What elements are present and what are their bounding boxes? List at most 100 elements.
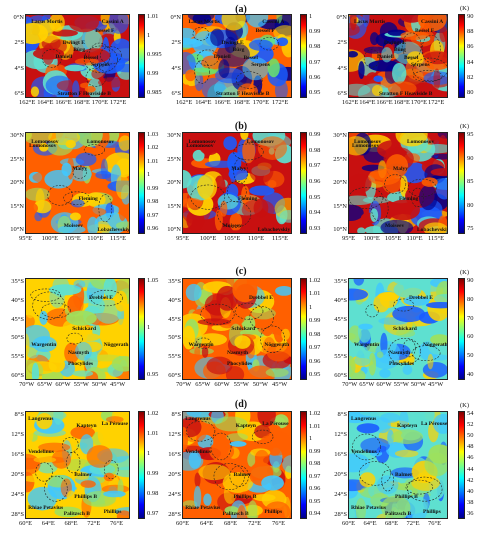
- heatmap-blob: [431, 153, 447, 160]
- colorbar-tick-label: 0.99: [147, 184, 159, 192]
- feature-label: Drebbel E: [409, 295, 433, 302]
- lat-tick-label: 4°S: [171, 64, 181, 72]
- feature-label: La Pérouse: [421, 420, 448, 427]
- heatmap-blob: [428, 444, 447, 464]
- heatmap-blob: [433, 68, 441, 90]
- heatmap-blob: [203, 493, 212, 506]
- heatmap-blob: [376, 351, 384, 359]
- heatmap-blob: [433, 293, 447, 304]
- colorbar-tick-label: 1: [147, 171, 151, 179]
- heatmap-blob: [349, 288, 369, 301]
- lon-tick-label: 95°E: [19, 235, 33, 242]
- heatmap-blob: [387, 81, 417, 96]
- region-outline: [194, 60, 210, 84]
- map-panel: Cassini A Lacus Mortis Daniell Bürg Bessel Se…: [25, 14, 130, 98]
- map-panel: Drebbel E Schickard Wargentin Nasmyth Nögger…: [348, 278, 448, 380]
- feature-label: Phocylides: [68, 360, 94, 367]
- feature-label: Malyy: [393, 165, 408, 172]
- region-outline: [413, 70, 443, 83]
- lon-tick-label: 110°E: [406, 235, 423, 242]
- heatmap-blob: [403, 295, 430, 306]
- colorbar-tick-label: 0.95: [309, 497, 321, 505]
- feature-label: Kapteyn: [76, 422, 97, 429]
- heatmap-blob: [72, 80, 80, 97]
- region-outline: [233, 158, 248, 184]
- lat-tick-label: 50°S: [334, 334, 347, 342]
- heatmap-blob: [242, 56, 269, 81]
- row-label: (a): [235, 4, 247, 15]
- lat-tick-label: 12°S: [11, 431, 24, 438]
- feature-label: Lomonosov: [186, 143, 214, 150]
- colorbar-tick-label: 1.01: [309, 422, 321, 430]
- colorbar-tick-label: 54: [467, 410, 474, 417]
- heatmap-blob: [188, 450, 202, 469]
- colorbar-tick-label: 80: [467, 201, 474, 209]
- heatmap-blob: [395, 329, 416, 338]
- heatmap-blob: [183, 325, 195, 350]
- colorbar-tick-label: 1.01: [147, 430, 159, 437]
- heatmap-blob: [349, 332, 356, 340]
- heatmap-blob: [359, 472, 376, 488]
- lon-tick-label: 60°E: [176, 520, 190, 527]
- heatmap-blob: [435, 178, 447, 200]
- region-outline: [41, 302, 71, 319]
- lat-tick-label: 0°N: [170, 14, 181, 21]
- colorbar-tick-label: 1.01: [147, 157, 159, 165]
- heatmap-blob: [349, 83, 371, 96]
- lon-tick-label: 110°E: [87, 235, 104, 242]
- feature-label: Lomonosov: [188, 139, 216, 146]
- colorbar-tick-label: 1.02: [147, 144, 159, 152]
- feature-label: Dwingt E: [221, 40, 244, 47]
- colorbar-tick-label: 85: [467, 178, 474, 185]
- lon-tick-label: 60°E: [342, 520, 356, 527]
- feature-label: Lomonosov: [86, 139, 115, 146]
- heatmap-blob: [49, 15, 65, 32]
- region-outline: [83, 144, 105, 156]
- colorbar-tick-label: 1.02: [309, 277, 321, 284]
- heatmap-blob: [103, 472, 115, 482]
- feature-label: Moiseev: [385, 222, 405, 229]
- heatmap-blob: [422, 361, 447, 378]
- lat-tick-label: 28°S: [334, 511, 347, 518]
- heatmap-blob: [257, 412, 276, 427]
- lon-tick-label: 64°E: [363, 520, 377, 527]
- heatmap-blob: [201, 55, 224, 70]
- heatmap-blob: [379, 368, 391, 379]
- heatmap-canvas: [349, 412, 447, 518]
- heatmap-blob: [349, 355, 356, 378]
- heatmap-blob: [242, 138, 256, 164]
- heatmap-blob: [247, 500, 258, 518]
- colorbar-tick-label: 0.995: [147, 51, 162, 58]
- heatmap-blob: [273, 25, 291, 41]
- heatmap-blob: [80, 480, 96, 488]
- lat-tick-label: 15°N: [10, 202, 24, 210]
- region-outline: [35, 462, 53, 482]
- map-panel: Drebbel E Schickard Wargentin Nasmyth Nögger…: [182, 278, 292, 380]
- lon-tick-label: 105°E: [64, 235, 81, 242]
- heatmap-blob: [26, 314, 35, 329]
- heatmap-blob: [439, 25, 447, 43]
- region-outline: [402, 339, 416, 358]
- heatmap-blob: [226, 433, 248, 442]
- colorbar-tick-label: 0.98: [309, 330, 321, 338]
- lat-tick-label: 2°S: [171, 39, 181, 47]
- feature-label: Cassini A: [262, 19, 285, 26]
- heatmap-blob: [249, 185, 275, 196]
- feature-label: Phocylides: [227, 360, 253, 367]
- lat-tick-label: 40°S: [168, 296, 181, 304]
- heatmap-blob: [282, 455, 291, 473]
- map-panel: Langrenus Kapteyn La Pérouse Vendelinus Balm…: [25, 411, 130, 519]
- colorbar-tick-label: 80: [467, 295, 474, 303]
- lat-tick-label: 60°S: [11, 372, 24, 379]
- heatmap-blob: [48, 133, 81, 146]
- heatmap-blob: [64, 64, 86, 72]
- lon-tick-label: 115°E: [428, 235, 445, 242]
- heatmap-blob: [349, 195, 374, 206]
- heatmap-blob: [37, 461, 58, 474]
- heatmap-blob: [223, 136, 237, 151]
- heatmap-blob: [198, 464, 230, 481]
- lat-tick-label: 6°S: [14, 90, 24, 97]
- heatmap-blob: [36, 412, 53, 430]
- colorbar-tick-label: 0.95: [309, 89, 321, 96]
- heatmap-blob: [229, 440, 247, 447]
